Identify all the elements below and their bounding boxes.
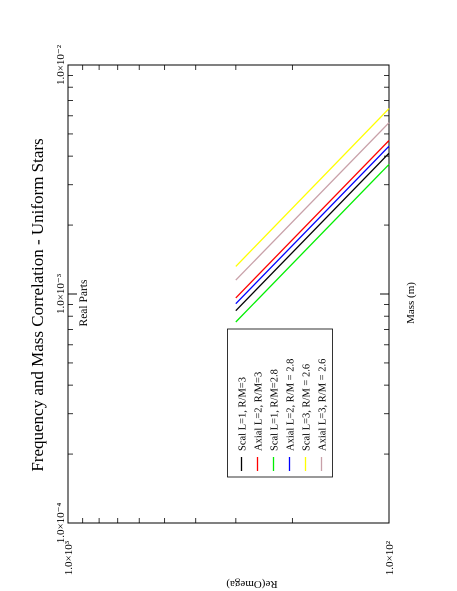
series-line-5 <box>235 108 390 267</box>
x-tick-label: 1.0×10⁻² <box>55 44 67 85</box>
legend-label: Axial L=3, R/M = 2.6 <box>318 359 329 451</box>
y-axis-label: Mass (m) <box>405 282 417 324</box>
series-line-1 <box>235 152 390 312</box>
y-tick-label: 1.0×10² <box>384 540 396 575</box>
series-line-6 <box>235 122 390 281</box>
legend-label: Scal L=1, R/M=2.8 <box>270 369 281 451</box>
legend-box <box>227 328 333 478</box>
chart-title: Frequency and Mass Correlation - Uniform… <box>28 138 47 471</box>
x-tick-label: 1.0×10⁻³ <box>55 273 67 314</box>
x-tick-label: 1.0×10⁻⁴ <box>55 503 67 544</box>
legend-label: Axial L=2, R/M=3 <box>254 372 265 451</box>
x-axis-label: Re(Omega) <box>226 578 278 590</box>
legend-label: Scal L=1, R/M=3 <box>238 377 249 451</box>
legend-label: Axial L=2, R/M = 2.8 <box>286 359 297 451</box>
series-line-3 <box>235 163 390 323</box>
series-line-4 <box>235 145 390 305</box>
legend-label: Scal L=3, R/M = 2.6 <box>302 364 313 451</box>
series-line-2 <box>235 140 390 299</box>
y-tick-label: 1.0×10³ <box>63 540 75 575</box>
plot-area: 1.0×10⁻² 1.0×10⁻³ 1.0×10⁻⁴ 1.0×10² 1.0×10³ Sc… <box>55 44 396 575</box>
chart-subtitle: Real Parts <box>78 279 90 326</box>
legend: Scal L=1, R/M=3 Axial L=2, R/M=3 Scal L=1,… <box>227 328 333 478</box>
